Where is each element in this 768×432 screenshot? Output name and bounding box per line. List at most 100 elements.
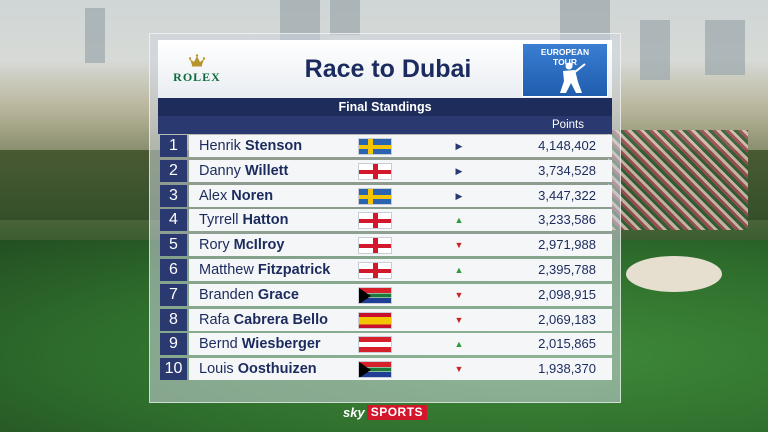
player-row-body: Alex Noren ▶ 3,447,322 <box>189 184 612 207</box>
table-row: 2 Danny Willett ▶ 3,734,528 <box>158 159 612 184</box>
player-last-name: McIlroy <box>233 237 285 254</box>
sports-wordmark: SPORTS <box>366 404 428 420</box>
player-name: Rafa Cabrera Bello <box>199 309 328 331</box>
player-row-body: Branden Grace ▼ 2,098,915 <box>189 283 612 306</box>
england-flag <box>358 162 392 180</box>
south-africa-flag <box>358 286 392 304</box>
skyscraper <box>640 20 670 80</box>
up-arrow-icon: ▲ <box>454 339 464 350</box>
standings-table: 1 Henrik Stenson ▶ 4,148,402 2 Danny Willett ▶… <box>158 134 612 382</box>
player-row-body: Rafa Cabrera Bello ▼ 2,069,183 <box>189 308 612 331</box>
player-last-name: Hatton <box>242 212 289 229</box>
sky-wordmark: sky <box>343 404 365 420</box>
player-row-body: Danny Willett ▶ 3,734,528 <box>189 159 612 182</box>
table-row: 7 Branden Grace ▼ 2,098,915 <box>158 283 612 308</box>
bunker <box>626 256 722 292</box>
player-first-name: Louis <box>199 361 234 378</box>
england-flag <box>358 212 392 230</box>
player-first-name: Tyrrell <box>199 212 239 229</box>
table-row: 8 Rafa Cabrera Bello ▼ 2,069,183 <box>158 308 612 333</box>
rank-number: 6 <box>160 258 187 281</box>
austria-flag <box>358 336 392 354</box>
player-last-name: Willett <box>244 162 289 179</box>
rank-number: 2 <box>160 159 187 182</box>
player-name: Rory McIlroy <box>199 234 284 256</box>
player-row-body: Bernd Wiesberger ▲ 2,015,865 <box>189 333 612 356</box>
player-points: 2,015,865 <box>538 336 596 352</box>
sweden-flag <box>358 138 392 155</box>
player-first-name: Rafa <box>199 311 230 328</box>
subtitle-bar: Final Standings <box>158 98 612 116</box>
golfer-icon <box>560 62 586 93</box>
table-row: 3 Alex Noren ▶ 3,447,322 <box>158 184 612 209</box>
tour-line-1: EUROPEAN <box>540 47 590 57</box>
player-last-name: Grace <box>257 286 299 303</box>
player-points: 1,938,370 <box>538 361 596 377</box>
sweden-flag <box>358 187 392 205</box>
northern-ireland-flag <box>358 237 392 255</box>
sponsor-name: ROLEX <box>173 70 221 84</box>
player-last-name: Stenson <box>244 138 303 154</box>
table-row: 10 Louis Oosthuizen ▼ 1,938,370 <box>158 357 612 382</box>
no-change-arrow-icon: ▶ <box>455 141 463 151</box>
player-name: Branden Grace <box>199 284 299 306</box>
rank-number: 5 <box>160 234 187 257</box>
player-first-name: Henrik <box>199 138 241 154</box>
player-last-name: Oosthuizen <box>237 361 317 378</box>
player-first-name: Alex <box>199 187 228 204</box>
skyscraper <box>330 0 360 35</box>
tour-line-2: TOUR <box>553 57 577 67</box>
points-column-header: Points <box>552 119 584 131</box>
rank-number: 1 <box>160 135 187 157</box>
spain-flag <box>358 311 392 329</box>
down-arrow-icon: ▼ <box>454 240 464 251</box>
player-row-body: Rory McIlroy ▼ 2,971,988 <box>189 234 612 257</box>
player-points: 2,971,988 <box>538 237 596 253</box>
player-last-name: Wiesberger <box>241 336 321 353</box>
table-row: 4 Tyrrell Hatton ▲ 3,233,586 <box>158 208 612 233</box>
south-africa-flag <box>358 361 392 379</box>
table-row: 9 Bernd Wiesberger ▲ 2,015,865 <box>158 332 612 357</box>
european-tour-logo: EUROPEAN TOUR <box>522 43 608 97</box>
rank-number: 4 <box>160 209 187 232</box>
rank-number: 8 <box>160 308 187 331</box>
player-points: 2,069,183 <box>538 311 596 327</box>
player-row-body: Matthew Fitzpatrick ▲ 2,395,788 <box>189 258 612 281</box>
player-first-name: Rory <box>199 237 230 254</box>
table-row: 5 Rory McIlroy ▼ 2,971,988 <box>158 233 612 258</box>
standings-panel: ROLEX Race to Dubai EUROPEAN TOUR Final … <box>149 33 621 403</box>
skyscraper <box>705 20 745 75</box>
player-name: Henrik Stenson <box>199 135 302 157</box>
player-first-name: Bernd <box>199 336 238 353</box>
sky-sports-logo: sky SPORTS <box>343 404 428 420</box>
grandstand-crowd <box>608 130 748 230</box>
player-points: 2,395,788 <box>538 261 596 277</box>
england-flag <box>358 261 392 279</box>
down-arrow-icon: ▼ <box>454 289 464 300</box>
player-first-name: Danny <box>199 162 241 179</box>
rolex-logo: ROLEX <box>166 54 228 86</box>
down-arrow-icon: ▼ <box>454 314 464 325</box>
player-row-body: Tyrrell Hatton ▲ 3,233,586 <box>189 209 612 232</box>
column-header-bar: Points <box>158 116 612 134</box>
skyscraper <box>85 8 105 63</box>
down-arrow-icon: ▼ <box>454 364 464 375</box>
rank-number: 10 <box>160 358 187 381</box>
rank-number: 9 <box>160 333 187 356</box>
player-points: 3,734,528 <box>538 162 596 178</box>
player-name: Matthew Fitzpatrick <box>199 259 330 281</box>
player-points: 3,233,586 <box>538 212 596 228</box>
no-change-arrow-icon: ▶ <box>455 165 463 176</box>
no-change-arrow-icon: ▶ <box>455 190 463 201</box>
player-name: Alex Noren <box>199 185 273 207</box>
player-row-body: Louis Oosthuizen ▼ 1,938,370 <box>189 358 612 381</box>
player-first-name: Matthew <box>199 261 254 278</box>
player-first-name: Branden <box>199 286 254 303</box>
table-row: 1 Henrik Stenson ▶ 4,148,402 <box>158 134 612 159</box>
player-points: 4,148,402 <box>538 138 596 153</box>
player-last-name: Noren <box>231 187 274 204</box>
player-row-body: Henrik Stenson ▶ 4,148,402 <box>189 135 612 157</box>
crown-icon <box>189 54 205 67</box>
player-last-name: Cabrera Bello <box>233 311 328 328</box>
player-name: Tyrrell Hatton <box>199 209 288 231</box>
